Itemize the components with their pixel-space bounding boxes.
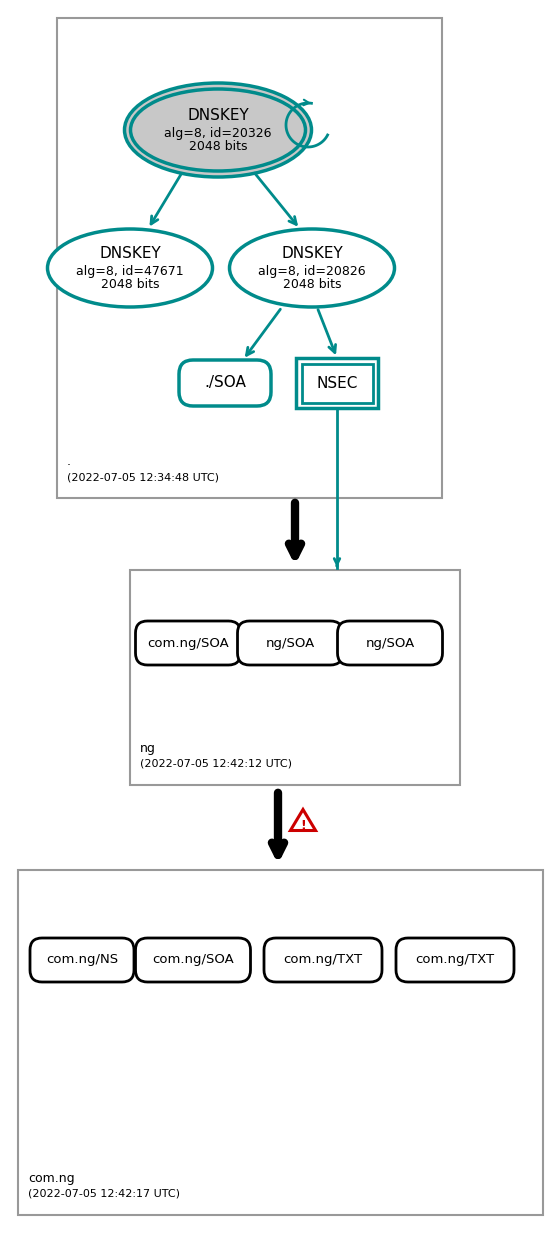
Bar — [18, 870, 543, 1215]
Text: 2048 bits: 2048 bits — [101, 279, 159, 291]
Text: (2022-07-05 12:42:12 UTC): (2022-07-05 12:42:12 UTC) — [140, 759, 292, 769]
Text: !: ! — [300, 819, 306, 831]
Text: alg=8, id=20826: alg=8, id=20826 — [258, 265, 366, 278]
FancyBboxPatch shape — [135, 620, 241, 664]
Bar — [130, 570, 460, 785]
Text: ng/SOA: ng/SOA — [265, 637, 315, 649]
Bar — [301, 363, 373, 402]
Text: 2048 bits: 2048 bits — [283, 279, 341, 291]
Text: com.ng/SOA: com.ng/SOA — [152, 953, 234, 967]
Text: DNSKEY: DNSKEY — [99, 246, 161, 261]
Polygon shape — [290, 810, 316, 830]
Text: DNSKEY: DNSKEY — [281, 246, 343, 261]
Ellipse shape — [47, 229, 213, 306]
FancyBboxPatch shape — [135, 938, 251, 982]
Text: ng/SOA: ng/SOA — [365, 637, 414, 649]
FancyBboxPatch shape — [264, 938, 382, 982]
Text: com.ng/TXT: com.ng/TXT — [416, 953, 495, 967]
FancyBboxPatch shape — [396, 938, 514, 982]
Ellipse shape — [229, 229, 394, 306]
Text: NSEC: NSEC — [316, 376, 358, 391]
Text: alg=8, id=20326: alg=8, id=20326 — [164, 127, 272, 139]
Ellipse shape — [130, 89, 305, 171]
Text: ng: ng — [140, 742, 156, 755]
Text: com.ng: com.ng — [28, 1172, 75, 1184]
Text: alg=8, id=47671: alg=8, id=47671 — [76, 265, 184, 278]
Text: 2048 bits: 2048 bits — [189, 141, 247, 153]
FancyBboxPatch shape — [179, 360, 271, 406]
Bar — [296, 358, 378, 408]
FancyBboxPatch shape — [338, 620, 442, 664]
FancyBboxPatch shape — [30, 938, 134, 982]
Text: DNSKEY: DNSKEY — [187, 108, 249, 123]
Text: com.ng/TXT: com.ng/TXT — [284, 953, 363, 967]
Ellipse shape — [125, 83, 311, 177]
Text: (2022-07-05 12:42:17 UTC): (2022-07-05 12:42:17 UTC) — [28, 1189, 180, 1199]
Text: .: . — [67, 455, 71, 468]
Text: ./SOA: ./SOA — [204, 376, 246, 391]
Bar — [57, 18, 442, 497]
Text: com.ng/NS: com.ng/NS — [46, 953, 118, 967]
FancyBboxPatch shape — [237, 620, 343, 664]
Text: (2022-07-05 12:34:48 UTC): (2022-07-05 12:34:48 UTC) — [67, 472, 219, 482]
Text: com.ng/SOA: com.ng/SOA — [147, 637, 229, 649]
